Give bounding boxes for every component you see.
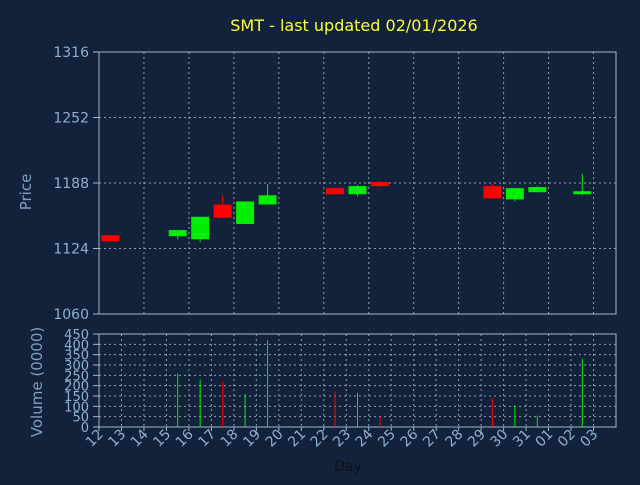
x-tick-label: 21 xyxy=(285,427,309,451)
volume-tick-label: 100 xyxy=(64,400,89,415)
price-panel: 1316 1252 1188 1124 1060 xyxy=(53,45,617,323)
x-axis-label: Day xyxy=(334,459,362,475)
x-tick-label: 26 xyxy=(398,426,422,450)
candle-body xyxy=(528,187,547,193)
x-tick-label: 23 xyxy=(330,427,354,451)
candle-body xyxy=(168,230,187,237)
chart-title: SMT - last updated 02/01/2026 xyxy=(230,16,477,35)
volume-tick-label: 400 xyxy=(64,338,89,353)
x-tick-label: 15 xyxy=(150,427,174,451)
x-tick-label: 30 xyxy=(488,427,512,451)
price-tick-label: 1252 xyxy=(53,111,89,127)
x-tick-label: 20 xyxy=(263,427,287,451)
candle-body xyxy=(191,216,210,240)
volume-tick-label: 300 xyxy=(64,359,89,374)
x-tick-label: 03 xyxy=(577,427,601,451)
x-tick-label: 17 xyxy=(195,427,219,451)
x-tick-label: 25 xyxy=(375,427,399,451)
candle-body xyxy=(370,181,389,187)
candle-body xyxy=(348,186,367,195)
volume-panel: 0501001502002503003504004501213141516171… xyxy=(64,328,617,451)
candle-body xyxy=(483,186,502,199)
x-tick-label: 19 xyxy=(240,427,264,451)
volume-tick-label: 450 xyxy=(64,328,89,343)
x-tick-label: 18 xyxy=(218,427,242,451)
x-tick-label: 24 xyxy=(353,426,377,450)
price-axis-label: Price xyxy=(17,174,35,211)
x-tick-label: 29 xyxy=(465,427,489,451)
x-tick-label: 31 xyxy=(510,427,534,451)
volume-axis-label: Volume (0000) xyxy=(28,327,46,437)
x-tick-label: 16 xyxy=(173,426,197,450)
price-tick-label: 1316 xyxy=(53,45,89,61)
price-tick-label: 1124 xyxy=(53,242,89,258)
volume-tick-label: 350 xyxy=(64,349,89,364)
volume-tick-label: 200 xyxy=(64,380,89,395)
candle-body xyxy=(236,201,255,224)
candle-body xyxy=(505,188,524,200)
x-tick-label: 28 xyxy=(443,427,467,451)
candle-body xyxy=(213,204,232,218)
volume-tick-label: 0 xyxy=(81,421,89,436)
x-tick-label: 27 xyxy=(420,427,444,451)
candle-body xyxy=(326,188,345,195)
x-tick-label: 01 xyxy=(532,427,556,451)
candle-body xyxy=(258,195,277,205)
price-plot-frame xyxy=(98,51,617,315)
volume-tick-label: 150 xyxy=(64,390,89,405)
volume-tick-label: 250 xyxy=(64,369,89,384)
candle-body xyxy=(101,235,120,242)
price-tick-label: 1060 xyxy=(53,307,89,323)
price-tick-label: 1188 xyxy=(53,176,89,192)
volume-tick-label: 50 xyxy=(72,411,89,426)
candle-body xyxy=(573,191,592,195)
x-tick-label: 22 xyxy=(308,427,332,451)
x-tick-label: 02 xyxy=(555,427,579,451)
x-tick-label: 13 xyxy=(105,427,129,451)
x-tick-label: 14 xyxy=(128,426,152,450)
